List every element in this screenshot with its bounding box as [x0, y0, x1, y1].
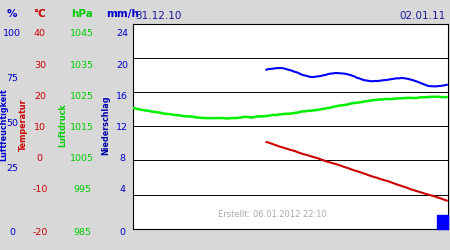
Text: 24: 24 [116, 29, 128, 38]
Text: mm/h: mm/h [106, 9, 139, 19]
Text: Luftfeuchtigkeit: Luftfeuchtigkeit [0, 89, 8, 162]
Text: 25: 25 [6, 164, 18, 173]
Text: 16: 16 [116, 92, 128, 101]
Text: -10: -10 [32, 186, 48, 194]
Text: 1005: 1005 [70, 154, 94, 163]
Text: 40: 40 [34, 29, 46, 38]
Text: 985: 985 [73, 228, 91, 237]
Text: 0: 0 [37, 154, 43, 163]
Text: 0: 0 [119, 228, 125, 237]
Text: °C: °C [33, 9, 46, 19]
Text: 1045: 1045 [70, 29, 94, 38]
Text: %: % [7, 9, 17, 19]
Text: 10: 10 [34, 123, 46, 132]
Text: Erstellt: 06.01.2012 22:10: Erstellt: 06.01.2012 22:10 [218, 210, 327, 219]
Text: 1015: 1015 [70, 123, 94, 132]
Text: 1035: 1035 [70, 60, 94, 70]
Text: 31.12.10: 31.12.10 [135, 11, 181, 21]
Text: 4: 4 [119, 186, 125, 194]
Text: 50: 50 [6, 119, 18, 128]
Text: hPa: hPa [72, 9, 93, 19]
Text: Temperatur: Temperatur [19, 99, 28, 151]
Bar [436, 216, 448, 229]
Text: 20: 20 [116, 60, 128, 70]
Text: 20: 20 [34, 92, 46, 101]
Text: 75: 75 [6, 74, 18, 83]
Text: -20: -20 [32, 228, 48, 237]
Text: 100: 100 [3, 29, 21, 38]
Text: 995: 995 [73, 186, 91, 194]
Text: 30: 30 [34, 60, 46, 70]
Text: 02.01.11: 02.01.11 [399, 11, 446, 21]
Text: Luftdruck: Luftdruck [58, 103, 68, 147]
Text: 8: 8 [119, 154, 125, 163]
Text: 1025: 1025 [70, 92, 94, 101]
Text: 0: 0 [9, 228, 15, 237]
Text: 12: 12 [116, 123, 128, 132]
Text: Niederschlag: Niederschlag [101, 95, 110, 155]
